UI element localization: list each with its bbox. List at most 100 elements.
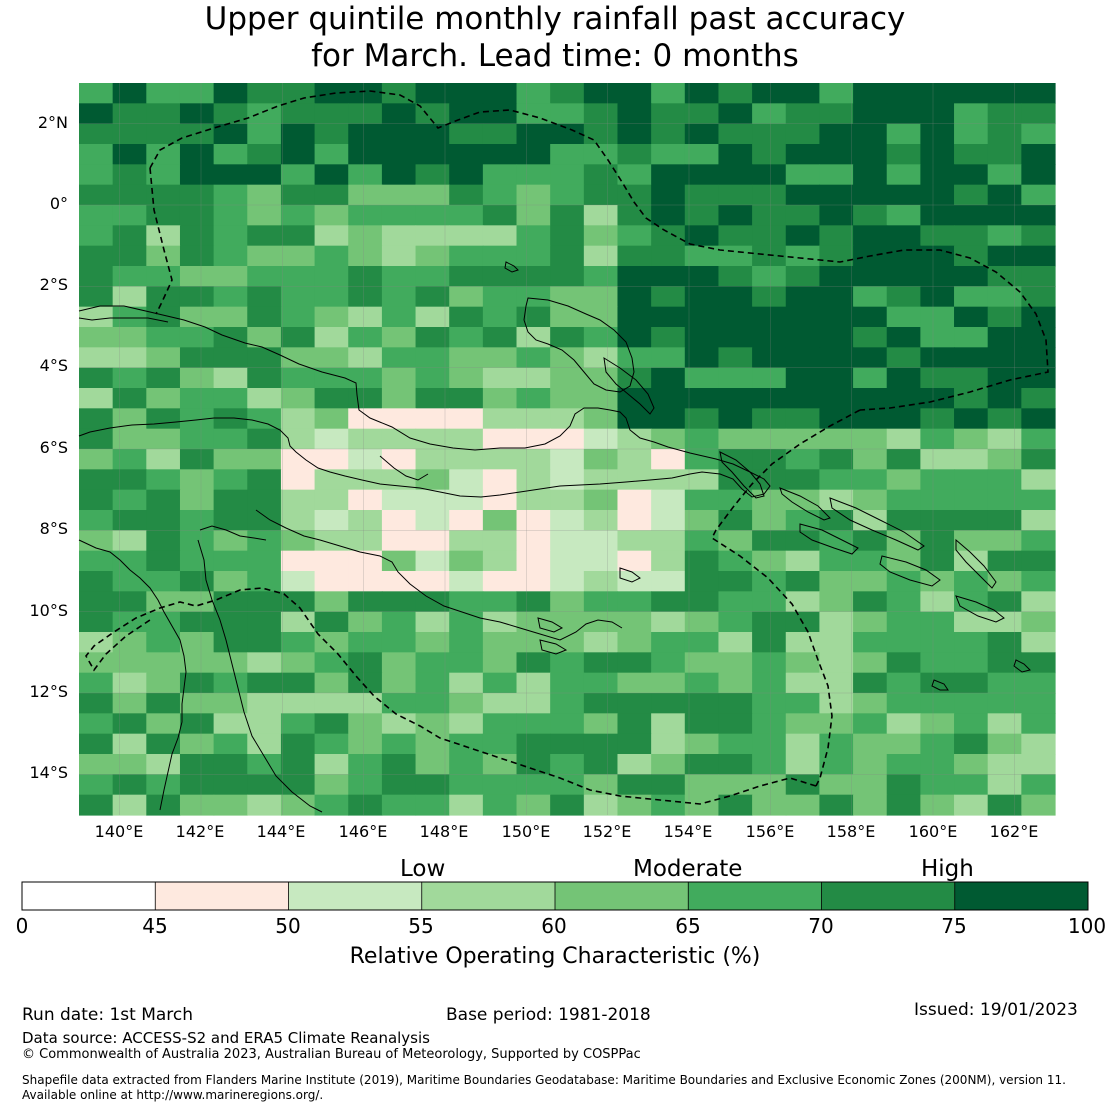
roc-grid-cell [280,205,316,226]
roc-grid-cell [449,286,484,308]
roc-grid-cell [954,306,989,328]
colorbar-tick-label: 75 [941,914,967,938]
roc-grid-cell [79,225,114,247]
roc-grid-cell [617,591,652,613]
roc-grid-cell [348,388,383,409]
roc-grid-cell [449,266,484,287]
roc-grid-cell [179,733,215,755]
roc-grid-cell [112,164,147,186]
roc-grid-cell [280,632,316,653]
roc-grid-cell [785,530,821,552]
roc-grid-cell [247,164,282,186]
roc-grid-cell [550,632,585,653]
roc-grid-cell [954,530,989,552]
roc-grid-cell [482,83,518,104]
roc-grid-cell [785,123,821,145]
roc-grid-cell [987,306,1022,328]
roc-grid-cell [482,754,518,775]
roc-grid-cell [381,632,417,653]
roc-grid-cell [482,245,518,267]
roc-grid-cell [819,571,854,592]
roc-grid-cell [853,733,888,755]
roc-grid-cell [651,205,686,226]
roc-grid-cell [213,510,248,531]
roc-grid-cell [819,347,854,369]
roc-grid-cell [718,103,753,125]
roc-grid-cell [886,489,921,511]
roc-grid-cell [920,794,955,816]
roc-grid-cell [853,469,888,491]
roc-grid-cell [314,428,349,450]
roc-grid-cell [954,367,989,389]
roc-grid-cell [886,225,921,247]
roc-grid-cell [987,774,1022,796]
roc-grid-cell [718,205,753,226]
roc-grid-cell [179,388,215,409]
colorbar-category-low: Low [400,856,446,882]
roc-grid-cell [617,225,652,247]
roc-grid-cell [112,449,147,470]
roc-grid-cell [381,388,417,409]
eez-boundary-west [149,167,173,315]
roc-grid-cell [1021,693,1056,714]
roc-grid-cell [651,632,686,653]
roc-grid-cell [79,103,114,125]
roc-grid-cell [550,489,585,511]
roc-grid-cell [415,347,450,369]
roc-grid-cell [651,550,686,572]
roc-grid-cell [179,469,215,491]
roc-grid-cell [247,144,282,165]
roc-grid-cell [987,245,1022,267]
roc-grid-cell [213,672,248,694]
roc-grid-cell [853,327,888,348]
roc-grid-cell [415,103,450,125]
coastline-trobriand [537,617,564,633]
roc-grid-cell [819,306,854,328]
roc-grid-cell [819,754,854,775]
roc-grid-cell [819,611,854,633]
roc-grid-cell [314,306,349,328]
roc-grid-cell [853,794,888,816]
roc-grid-cell [516,225,551,247]
roc-grid-cell [718,347,753,369]
roc-grid-cell [718,794,753,816]
roc-grid-cell [954,103,989,125]
roc-grid-cell [785,184,821,206]
roc-grid-cell [684,266,720,287]
roc-grid-cell [280,388,316,409]
roc-grid-cell [853,510,888,531]
roc-grid-cell [920,184,955,206]
roc-grid-cell [583,672,619,694]
roc-grid-cell [449,632,484,653]
roc-grid-cell [79,632,114,653]
roc-grid-cell [651,672,686,694]
roc-grid-cell [247,408,282,430]
roc-grid-cell [516,103,551,125]
roc-grid-cell [79,266,114,287]
roc-grid-cell [853,408,888,430]
roc-grid-cell [516,611,551,633]
roc-grid-cell [247,449,282,470]
roc-grid-cell [819,123,854,145]
roc-grid-cell [1021,611,1056,633]
roc-grid-cell [482,123,518,145]
roc-grid-cell [886,408,921,430]
roc-grid-cell [112,672,147,694]
roc-grid-cell [314,774,349,796]
roc-grid-cell [179,184,215,206]
roc-grid-cell [718,245,753,267]
roc-grid-cell [920,652,955,674]
roc-grid-cell [213,550,248,572]
roc-grid-cell [987,530,1022,552]
roc-grid-cell [550,510,585,531]
roc-grid-cell [684,530,720,552]
roc-grid-cell [684,510,720,531]
roc-grid-cell [617,571,652,592]
roc-grid-cell [112,123,147,145]
roc-grid-cell [381,489,417,511]
roc-grid-cell [651,794,686,816]
roc-grid-cell [886,733,921,755]
roc-grid-cell [785,245,821,267]
roc-grid-cell [718,774,753,796]
